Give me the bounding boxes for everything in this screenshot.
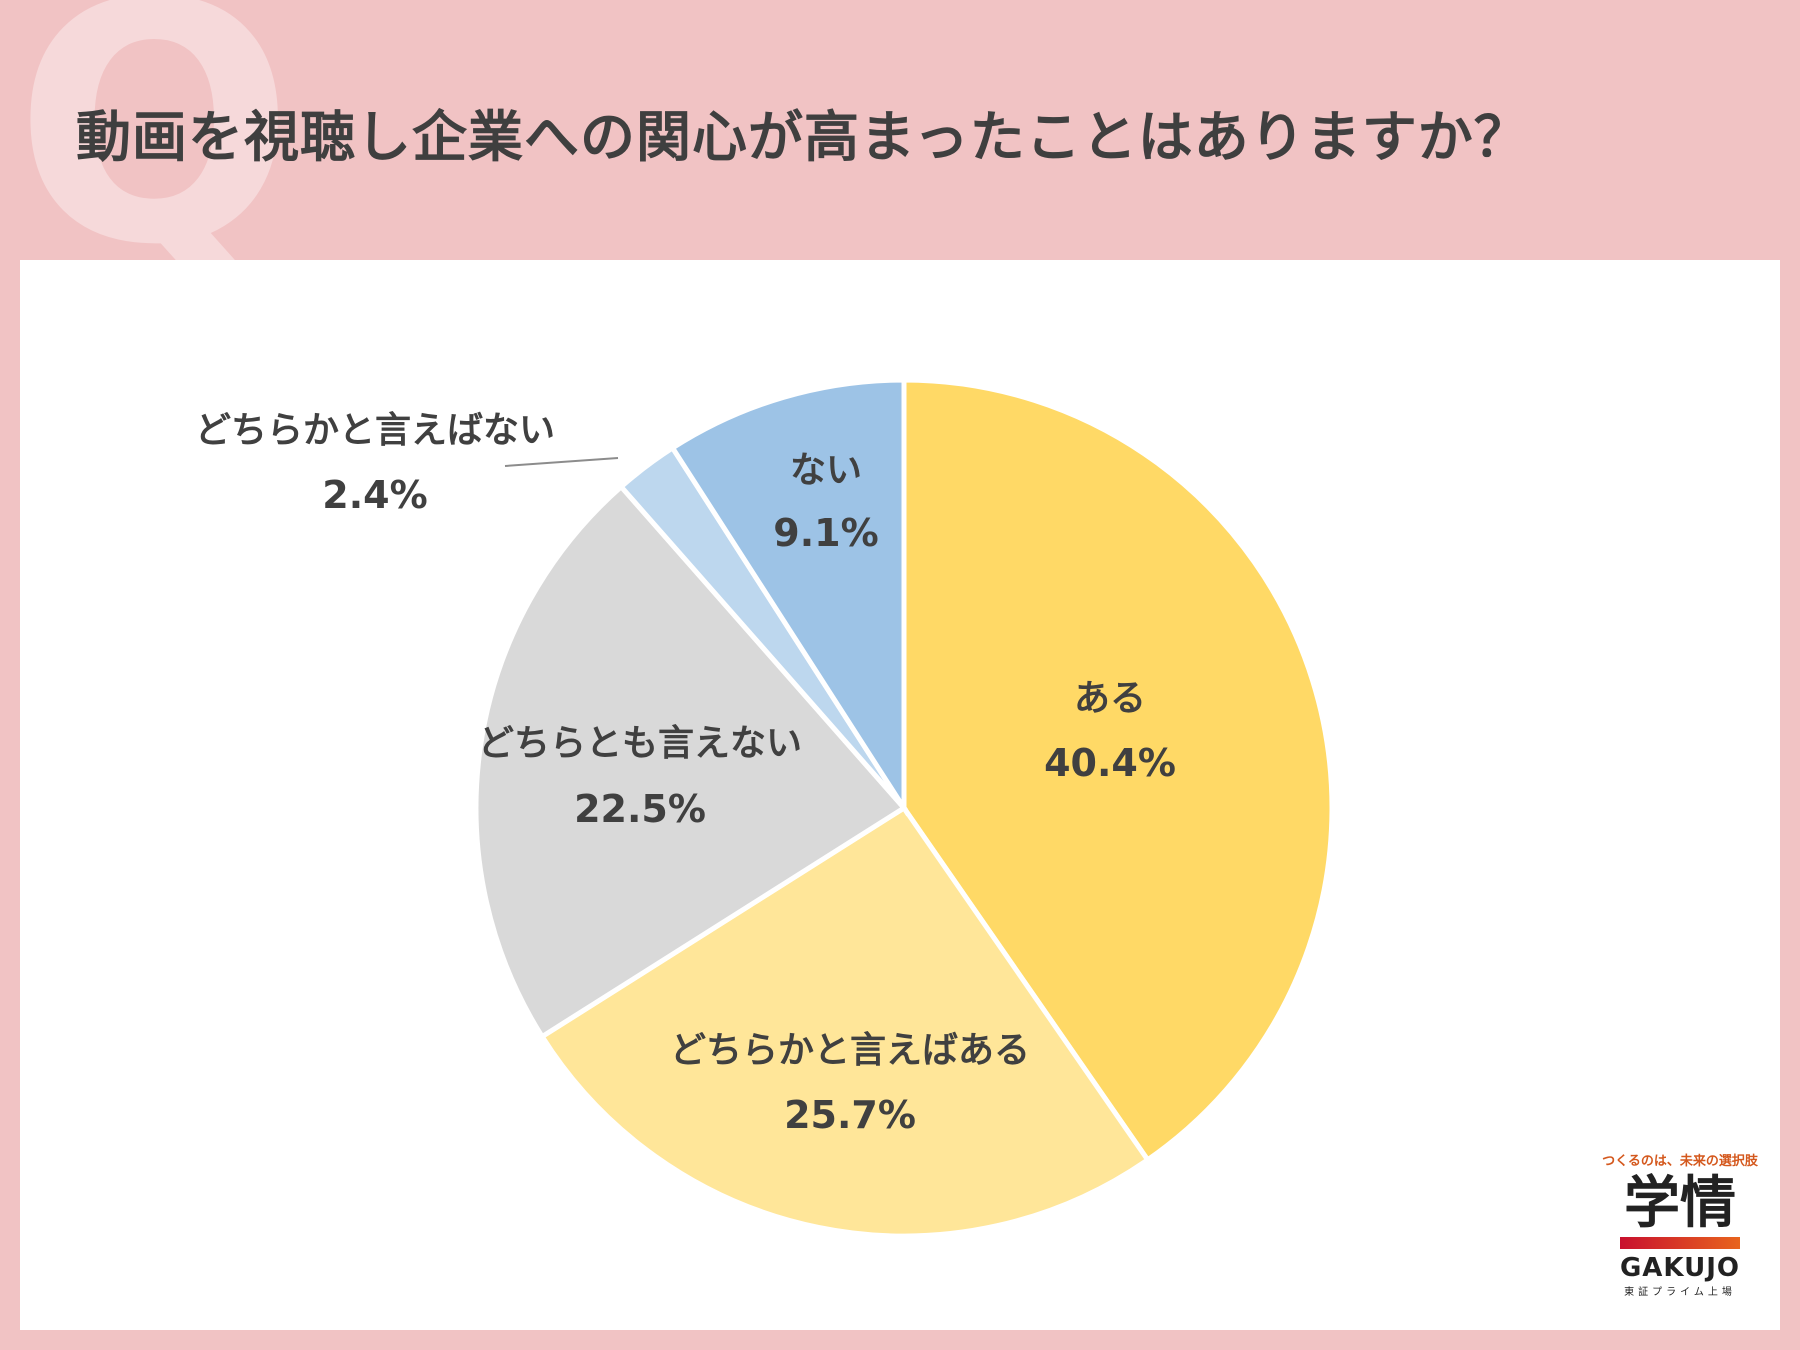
logo-tagline: つくるのは、未来の選択肢 bbox=[1602, 1154, 1758, 1169]
slice-label-aru: ある bbox=[1074, 678, 1146, 719]
leader-line-dochiraka-nai bbox=[504, 457, 619, 467]
slice-value-nai: 9.1% bbox=[773, 511, 878, 555]
slice-dochiraka-aru bbox=[538, 804, 1152, 1239]
slice-label-dochiraka-nai: どちらかと言えばない bbox=[195, 410, 555, 451]
slice-aru bbox=[901, 377, 1335, 1164]
slice-value-dochiraka-nai: 2.4% bbox=[322, 473, 427, 517]
slice-value-dochira-tomo: 22.5% bbox=[574, 787, 706, 831]
logo-kanji: 学情 bbox=[1624, 1171, 1736, 1236]
logo-sub: 東証プライム上場 bbox=[1624, 1286, 1736, 1298]
slice-nai bbox=[669, 377, 907, 817]
slice-dochira-tomo bbox=[473, 483, 908, 1041]
logo-bar bbox=[1620, 1236, 1740, 1249]
slice-value-aru: 40.4% bbox=[1044, 741, 1176, 785]
slice-label-nai: ない bbox=[790, 450, 862, 491]
slice-label-dochira-tomo: どちらとも言えない bbox=[478, 723, 802, 764]
logo-english: GAKUJO bbox=[1619, 1252, 1741, 1283]
gakujo-logo: つくるのは、未来の選択肢 学情 GAKUJO 東証プライム上場 bbox=[1590, 1150, 1770, 1298]
chart-title: 動画を視聴し企業への関心が高まったことはありますか？ bbox=[76, 105, 1530, 169]
slice-label-dochiraka-aru: どちらかと言えばある bbox=[670, 1030, 1030, 1071]
slice-value-dochiraka-aru: 25.7% bbox=[784, 1093, 916, 1137]
q-mark: Q bbox=[14, 0, 295, 317]
